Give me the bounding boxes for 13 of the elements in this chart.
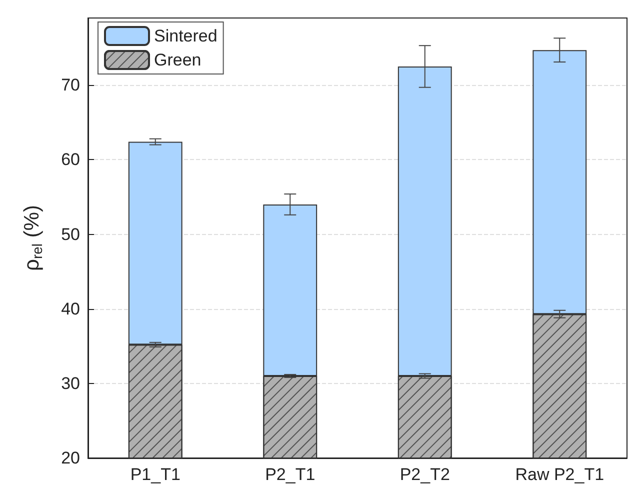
x-tick-label: P1_T1 (130, 465, 180, 484)
y-tick-label: 30 (61, 374, 80, 393)
y-tick-label: 60 (61, 150, 80, 170)
y-tick-label: 40 (61, 299, 80, 318)
x-tick-label: P2_T1 (265, 465, 316, 484)
legend-label: Sintered (154, 26, 218, 46)
legend-label: Green (154, 50, 202, 70)
y-tick-label: 20 (61, 448, 80, 468)
y-tick-label: 50 (61, 224, 80, 244)
x-tick-label: Raw P2_T1 (515, 465, 604, 484)
x-tick-label: P2_T2 (400, 465, 450, 484)
y-tick-label: 70 (61, 76, 80, 95)
y-axis-title: ρrel (%) (20, 205, 45, 271)
